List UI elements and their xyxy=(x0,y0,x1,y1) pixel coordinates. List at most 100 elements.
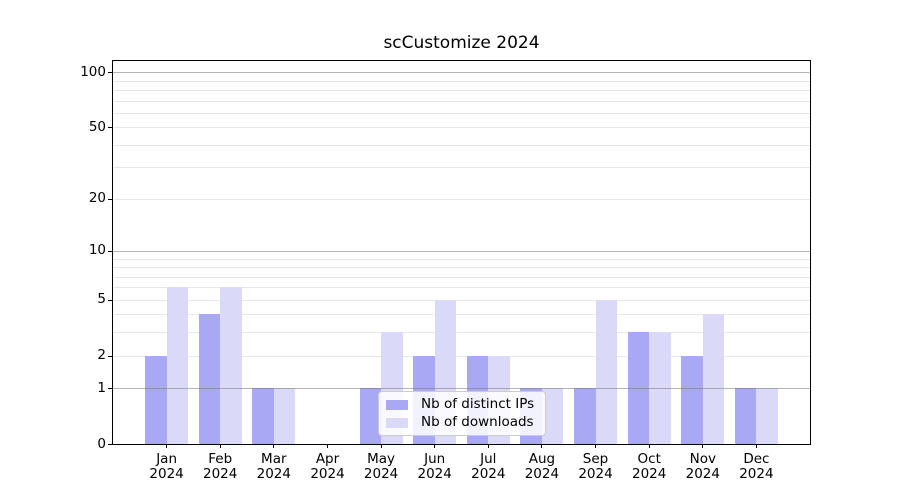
chart-title: scCustomize 2024 xyxy=(383,33,540,53)
x-tick-month-aug: Aug xyxy=(528,451,556,467)
bar-distinct-ips-mar xyxy=(252,388,274,444)
x-tick-month-oct: Oct xyxy=(637,451,661,467)
y-tick-100 xyxy=(108,72,112,74)
gridline-major-100 xyxy=(113,72,810,74)
y-tick-label-20: 20 xyxy=(88,190,106,207)
y-tick-0 xyxy=(108,444,112,445)
plot-area: Nb of distinct IPs Nb of downloads xyxy=(112,60,811,445)
bar-downloads-jan xyxy=(166,287,189,444)
x-tick-month-nov: Nov xyxy=(689,451,716,467)
x-tick-month-jan: Jan xyxy=(156,451,177,467)
x-tick-year-oct: 2024 xyxy=(632,466,667,482)
x-tick-jul xyxy=(487,444,489,448)
x-tick-year-jun: 2024 xyxy=(417,466,452,482)
x-tick-label-feb: Feb 2024 xyxy=(180,452,260,482)
x-tick-aug xyxy=(541,444,543,448)
bar-distinct-ips-jan xyxy=(145,355,167,444)
bar-downloads-nov xyxy=(702,314,725,444)
legend-item-distinct-ips: Nb of distinct IPs xyxy=(386,397,538,412)
gridline-minor-2 xyxy=(113,355,810,357)
x-tick-month-may: May xyxy=(367,451,396,467)
bar-distinct-ips-sep xyxy=(574,388,596,444)
legend-item-downloads: Nb of downloads xyxy=(386,415,538,430)
gridline-minor-9 xyxy=(113,258,810,260)
gridline-minor-20 xyxy=(113,198,810,200)
y-tick-1 xyxy=(108,388,112,390)
x-tick-jan xyxy=(166,444,168,448)
y-tick-5 xyxy=(108,299,112,301)
x-tick-label-nov: Nov 2024 xyxy=(663,452,743,482)
x-tick-month-jun: Jun xyxy=(424,451,446,467)
x-tick-year-dec: 2024 xyxy=(739,466,774,482)
x-tick-label-may: May 2024 xyxy=(341,452,421,482)
x-tick-year-jan: 2024 xyxy=(149,466,184,482)
x-tick-may xyxy=(380,444,382,448)
x-tick-mar xyxy=(273,444,275,448)
legend-label-distinct-ips: Nb of distinct IPs xyxy=(421,396,535,412)
x-tick-label-jun: Jun 2024 xyxy=(395,452,475,482)
gridline-minor-6 xyxy=(113,287,810,289)
x-tick-year-may: 2024 xyxy=(363,466,399,482)
y-tick-label-10: 10 xyxy=(88,242,106,259)
y-tick-label-0: 0 xyxy=(97,435,106,452)
x-tick-year-sep: 2024 xyxy=(578,466,613,482)
gridline-minor-70 xyxy=(113,100,810,102)
x-tick-year-mar: 2024 xyxy=(256,466,291,482)
x-tick-year-apr: 2024 xyxy=(310,466,345,482)
bar-distinct-ips-oct xyxy=(627,332,650,444)
x-tick-label-mar: Mar 2024 xyxy=(234,452,314,482)
bar-distinct-ips-feb xyxy=(198,314,221,444)
gridline-minor-4 xyxy=(113,314,810,316)
x-tick-dec xyxy=(755,444,757,448)
x-tick-label-aug: Aug 2024 xyxy=(502,452,582,482)
bar-downloads-dec xyxy=(756,388,778,444)
x-tick-label-dec: Dec 2024 xyxy=(716,452,796,482)
gridline-minor-60 xyxy=(113,112,810,114)
x-tick-nov xyxy=(702,444,704,448)
gridline-minor-3 xyxy=(113,332,810,334)
bar-distinct-ips-dec xyxy=(734,388,757,444)
x-tick-month-feb: Feb xyxy=(208,451,233,467)
x-tick-month-apr: Apr xyxy=(315,451,340,467)
x-tick-label-jul: Jul 2024 xyxy=(448,452,528,482)
gridline-minor-5 xyxy=(113,299,810,301)
legend: Nb of distinct IPs Nb of downloads xyxy=(378,391,546,436)
gridline-minor-90 xyxy=(113,80,810,82)
x-tick-year-aug: 2024 xyxy=(524,466,560,482)
legend-swatch-distinct-ips xyxy=(386,399,408,410)
y-tick-label-2: 2 xyxy=(97,347,106,363)
y-tick-50 xyxy=(108,127,112,129)
legend-swatch-downloads xyxy=(386,417,408,428)
y-tick-10 xyxy=(108,250,112,252)
gridline-minor-80 xyxy=(113,89,810,91)
x-tick-label-sep: Sep 2024 xyxy=(556,452,636,482)
x-tick-label-oct: Oct 2024 xyxy=(609,452,689,482)
gridline-minor-8 xyxy=(113,267,810,268)
x-tick-label-jan: Jan 2024 xyxy=(127,452,207,482)
x-tick-year-feb: 2024 xyxy=(203,466,238,482)
bar-downloads-oct xyxy=(649,332,671,444)
x-tick-label-apr: Apr 2024 xyxy=(288,452,368,482)
y-tick-label-1: 1 xyxy=(97,379,106,396)
x-tick-apr xyxy=(327,444,328,448)
gridline-major-10 xyxy=(113,250,810,252)
bar-downloads-mar xyxy=(273,388,296,444)
y-tick-2 xyxy=(108,355,112,357)
gridline-minor-30 xyxy=(113,167,810,169)
y-tick-20 xyxy=(108,198,112,200)
x-tick-month-sep: Sep xyxy=(582,451,609,467)
y-tick-label-100: 100 xyxy=(80,63,106,80)
bar-distinct-ips-nov xyxy=(681,355,703,444)
x-tick-month-dec: Dec xyxy=(743,451,770,467)
gridline-minor-50 xyxy=(113,127,810,129)
gridline-major-1 xyxy=(113,388,810,390)
x-tick-oct xyxy=(648,444,650,448)
y-tick-label-5: 5 xyxy=(97,291,106,308)
bar-downloads-aug xyxy=(541,388,564,444)
bar-downloads-feb xyxy=(220,287,242,444)
gridline-minor-7 xyxy=(113,276,810,278)
x-tick-jun xyxy=(434,444,436,448)
gridline-minor-40 xyxy=(113,144,810,146)
y-tick-label-50: 50 xyxy=(88,118,106,135)
